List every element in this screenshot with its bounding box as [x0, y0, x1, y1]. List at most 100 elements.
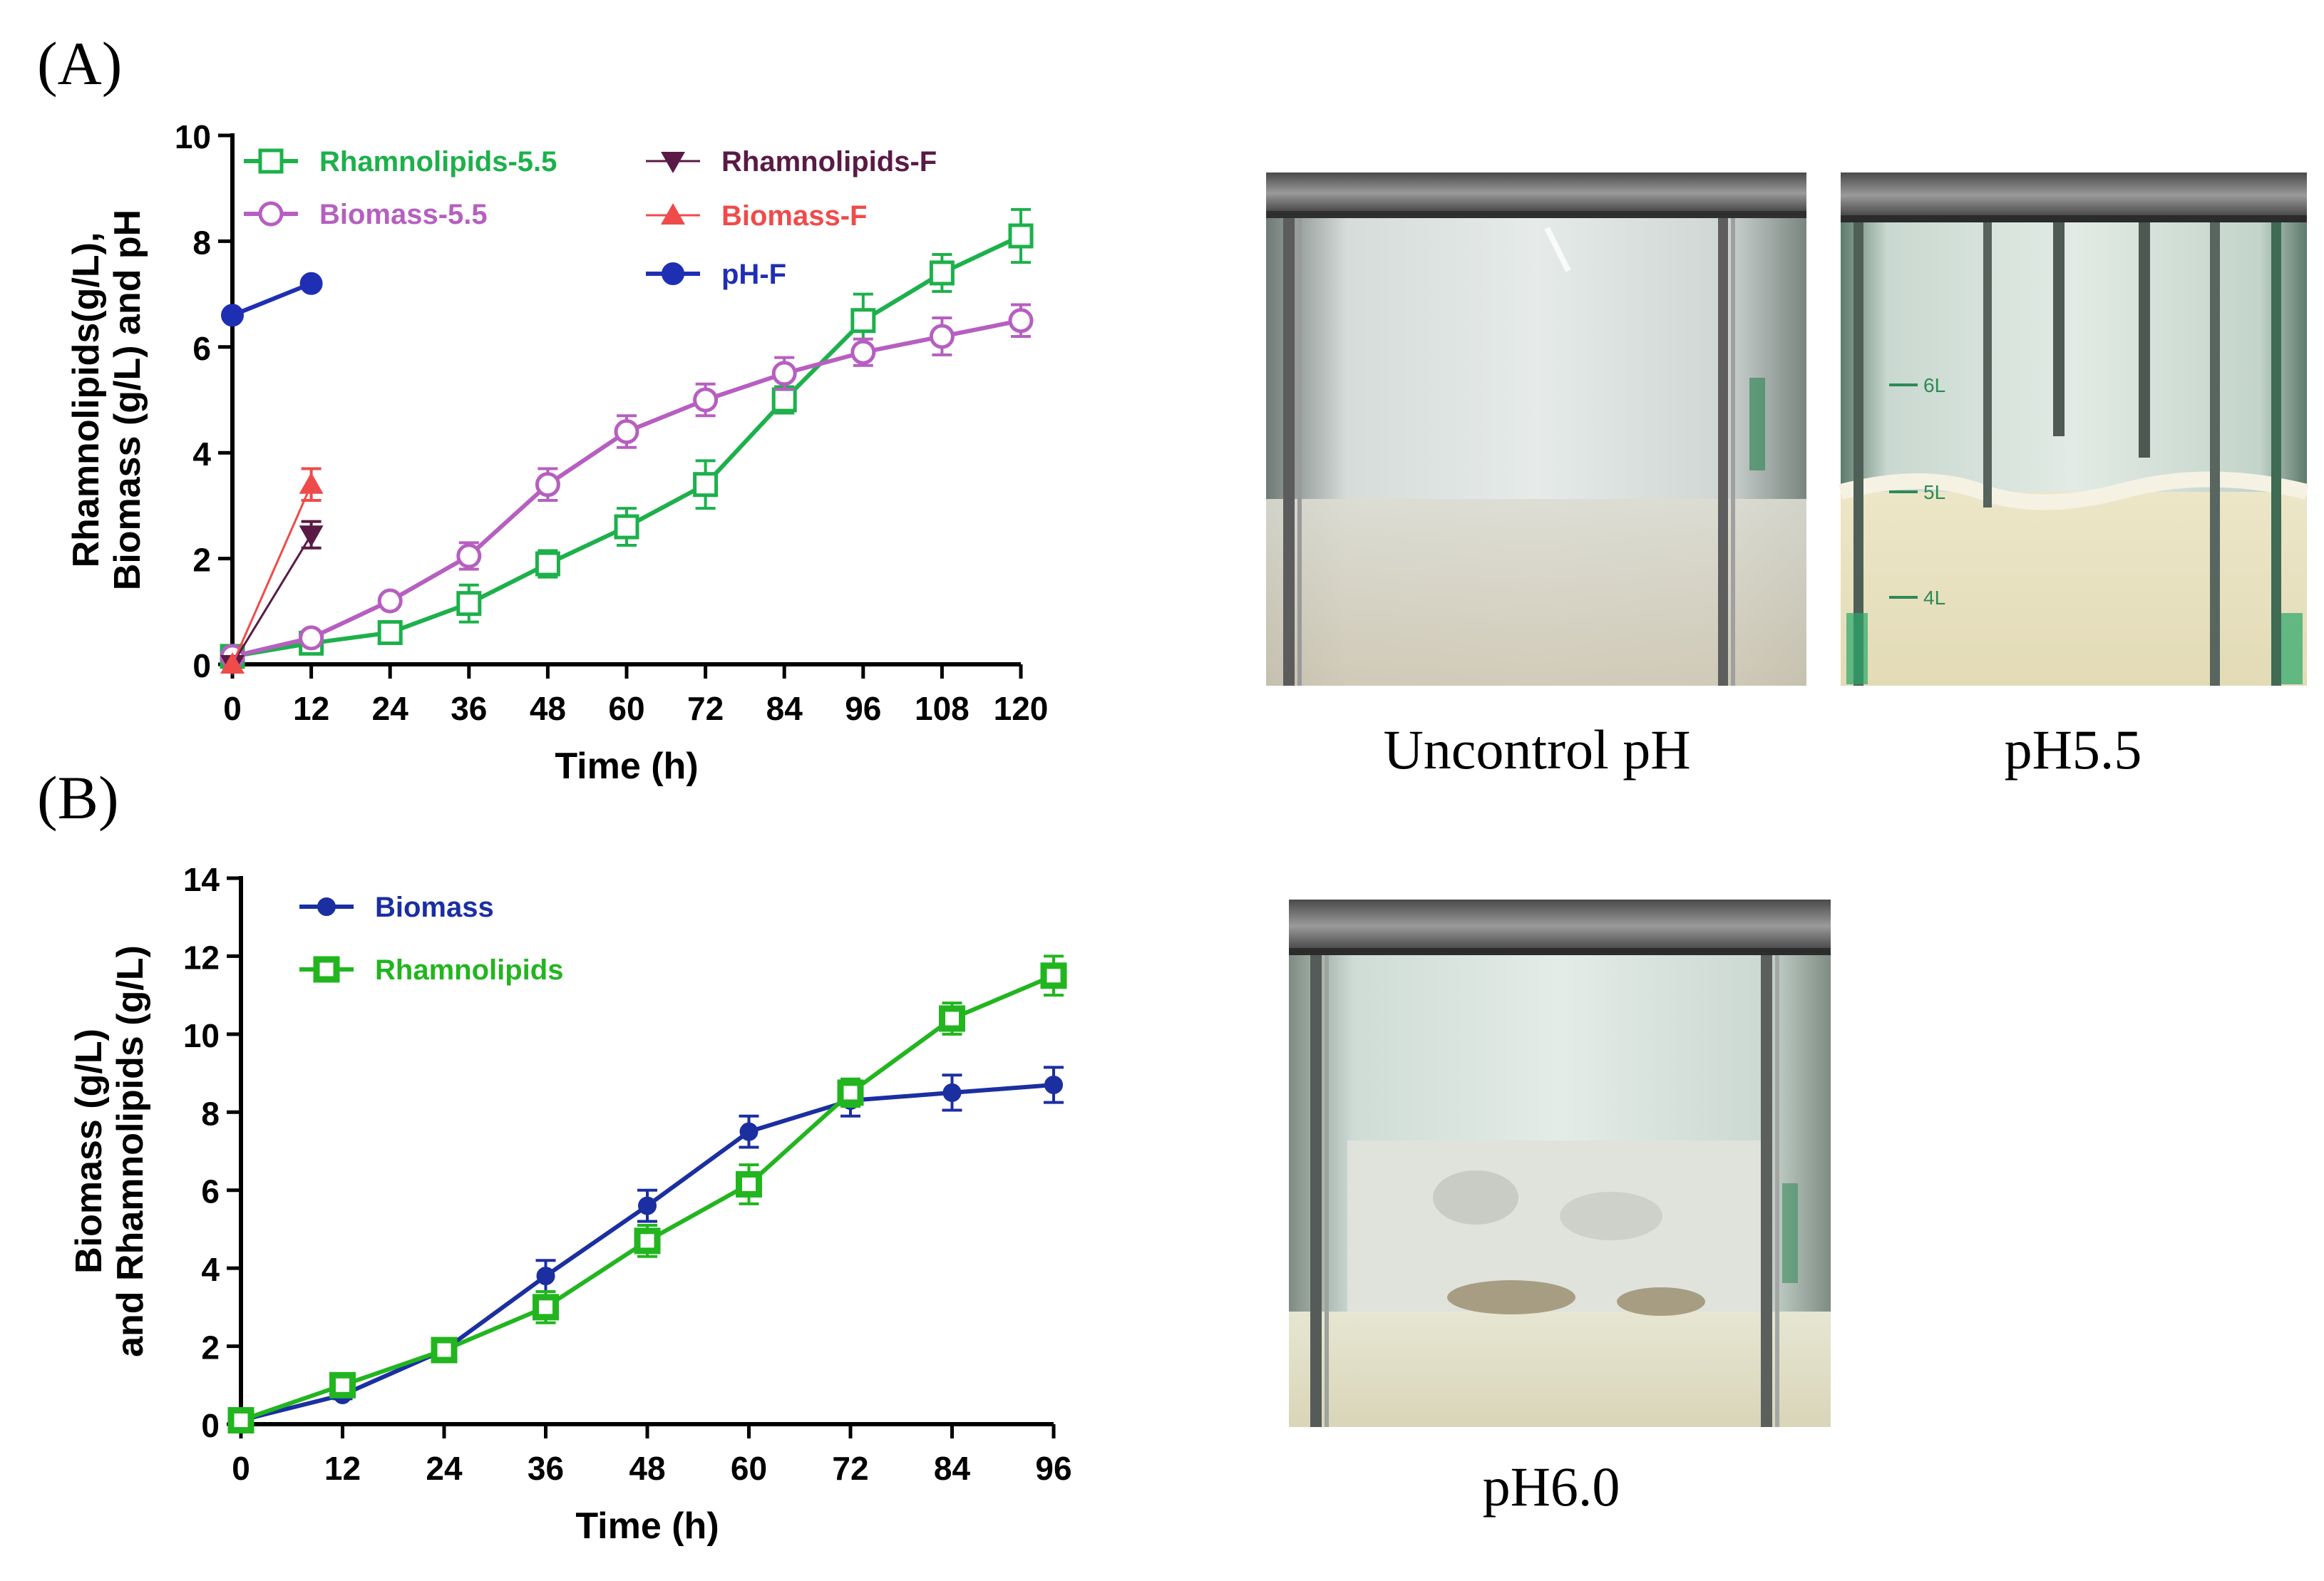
- series-line-ph-f: [231, 281, 312, 318]
- x-tick-label-60: 60: [608, 690, 644, 727]
- y-tick-label-12: 12: [183, 939, 220, 976]
- data-point-biomass-5-5-84: [771, 361, 797, 386]
- series-biomass-5-5: [220, 303, 1034, 669]
- y-axis-title: Rhamnolipids(g/L), Biomass (g/L) and pH: [66, 210, 148, 590]
- series-ph-f: [221, 272, 323, 327]
- y-tick-label-8: 8: [192, 224, 211, 261]
- data-point-rhamnolipids-f-12: [299, 525, 324, 547]
- data-point-rhamnolipids-36: [533, 1294, 559, 1321]
- legend-marker-ph-f: [662, 262, 684, 285]
- photo-ph55: 6L 5L 4L: [1839, 172, 2309, 686]
- data-point-rhamnolipids-5-5-120: [1008, 223, 1034, 249]
- x-tick-label-108: 108: [915, 690, 970, 727]
- legend-item-biomass-f: Biomass-F: [646, 200, 868, 232]
- legend-label-rhamnolipids-5-5: Rhamnolipids-5.5: [319, 146, 557, 177]
- data-point-biomass-36: [536, 1267, 555, 1286]
- photo-uncontrolled-ph: [1266, 172, 1806, 686]
- x-tick-label-36: 36: [451, 690, 487, 727]
- y-tick-label-4: 4: [192, 436, 211, 473]
- caption-ph60: pH6.0: [1483, 1456, 1620, 1518]
- y-axis-title-line-2: and Rhamnolipids (g/L): [110, 945, 151, 1357]
- legend-item-rhamnolipids-5-5: Rhamnolipids-5.5: [244, 146, 557, 177]
- data-point-rhamnolipids-5-5-24: [377, 619, 403, 645]
- legend-marker-rhamnolipids-f: [661, 152, 685, 173]
- legend-item-ph-f: pH-F: [646, 259, 786, 290]
- data-point-biomass-5-5-108: [929, 324, 955, 349]
- panel-label-a: (A): [37, 29, 122, 98]
- data-point-rhamnolipids-5-5-96: [850, 308, 876, 334]
- legend-label-ph-f: pH-F: [721, 259, 786, 290]
- legend-label-rhamnolipids: Rhamnolipids: [375, 954, 563, 986]
- y-tick-label-8: 8: [201, 1095, 220, 1132]
- y-tick-label-2: 2: [192, 542, 211, 579]
- legend-label-biomass-f: Biomass-F: [721, 200, 868, 232]
- x-tick-label-48: 48: [530, 690, 566, 727]
- x-tick-label-96: 96: [845, 690, 881, 727]
- x-tick-label-48: 48: [629, 1450, 665, 1487]
- x-tick-label-24: 24: [372, 690, 409, 727]
- caption-ph55: pH5.5: [2005, 719, 2142, 781]
- legend-item-rhamnolipids: Rhamnolipids: [299, 954, 563, 986]
- legend-item-biomass-5-5: Biomass-5.5: [244, 199, 488, 230]
- y-tick-label-0: 0: [201, 1407, 220, 1444]
- data-point-biomass-5-5-60: [614, 419, 639, 445]
- data-point-biomass-84: [942, 1083, 962, 1102]
- series-line-rhamnolipids-f: [231, 534, 312, 665]
- series-biomass-f: [220, 467, 324, 674]
- data-point-rhamnolipids-5-5-36: [456, 591, 482, 617]
- x-tick-label-36: 36: [528, 1450, 564, 1487]
- legend-marker-rhamnolipids: [313, 956, 340, 983]
- series-rhamnolipids: [227, 954, 1067, 1434]
- data-point-rhamnolipids-5-5-48: [535, 551, 560, 577]
- caption-uncontrolled-ph: Uncontrol pH: [1383, 719, 1690, 781]
- y-axis-title: Biomass (g/L) and Rhamnolipids (g/L): [68, 945, 151, 1357]
- y-axis-title-line-2: Biomass (g/L) and pH: [107, 210, 148, 590]
- legend-marker-biomass-5-5: [258, 201, 284, 227]
- data-point-rhamnolipids-96: [1040, 962, 1067, 989]
- legend-marker-rhamnolipids-5-5: [258, 148, 284, 174]
- legend-label-biomass: Biomass: [375, 892, 494, 923]
- x-tick-label-120: 120: [994, 690, 1049, 727]
- x-tick-label-84: 84: [766, 690, 803, 727]
- data-point-biomass-5-5-120: [1008, 308, 1034, 334]
- x-tick-label-60: 60: [731, 1450, 767, 1487]
- x-tick-label-72: 72: [832, 1450, 868, 1487]
- legend-item-rhamnolipids-f: Rhamnolipids-F: [646, 146, 937, 177]
- y-tick-label-6: 6: [192, 330, 211, 367]
- data-point-biomass-f-0: [220, 652, 245, 674]
- vessel-mark-4l: 4L: [1923, 587, 1945, 609]
- data-point-rhamnolipids-72: [837, 1079, 864, 1106]
- x-axis-title: Time (h): [575, 1505, 719, 1547]
- legend-marker-biomass: [317, 897, 336, 916]
- data-point-rhamnolipids-5-5-108: [929, 260, 955, 286]
- x-tick-label-12: 12: [293, 690, 329, 727]
- x-tick-label-0: 0: [232, 1450, 250, 1487]
- data-point-rhamnolipids-48: [634, 1227, 661, 1255]
- data-point-rhamnolipids-5-5-84: [771, 387, 797, 413]
- legend-label-biomass-5-5: Biomass-5.5: [319, 199, 488, 230]
- x-tick-label-24: 24: [426, 1450, 463, 1487]
- y-axis-title-line-1: Biomass (g/L): [68, 1029, 110, 1274]
- y-tick-label-4: 4: [201, 1251, 220, 1288]
- x-axis-title: Time (h): [555, 746, 698, 787]
- y-axis-title-line-1: Rhamnolipids(g/L),: [66, 232, 107, 568]
- x-tick-label-72: 72: [687, 690, 724, 727]
- legend-item-biomass: Biomass: [299, 892, 494, 923]
- data-point-rhamnolipids-60: [736, 1171, 762, 1198]
- vessel-mark-6l: 6L: [1923, 374, 1945, 396]
- data-point-rhamnolipids-12: [329, 1371, 356, 1399]
- legend-marker-biomass-f: [661, 203, 685, 225]
- vessel-mark-5l: 5L: [1923, 481, 1945, 503]
- panel-label-b: (B): [37, 763, 119, 832]
- data-point-ph-f-12: [299, 272, 323, 295]
- x-tick-label-0: 0: [223, 690, 242, 727]
- data-point-biomass-5-5-96: [850, 339, 876, 365]
- y-tick-label-6: 6: [201, 1173, 220, 1210]
- data-point-biomass-f-12: [299, 472, 324, 494]
- y-tick-label-10: 10: [183, 1017, 220, 1054]
- y-tick-label-10: 10: [175, 118, 211, 155]
- data-point-biomass-5-5-72: [693, 387, 719, 413]
